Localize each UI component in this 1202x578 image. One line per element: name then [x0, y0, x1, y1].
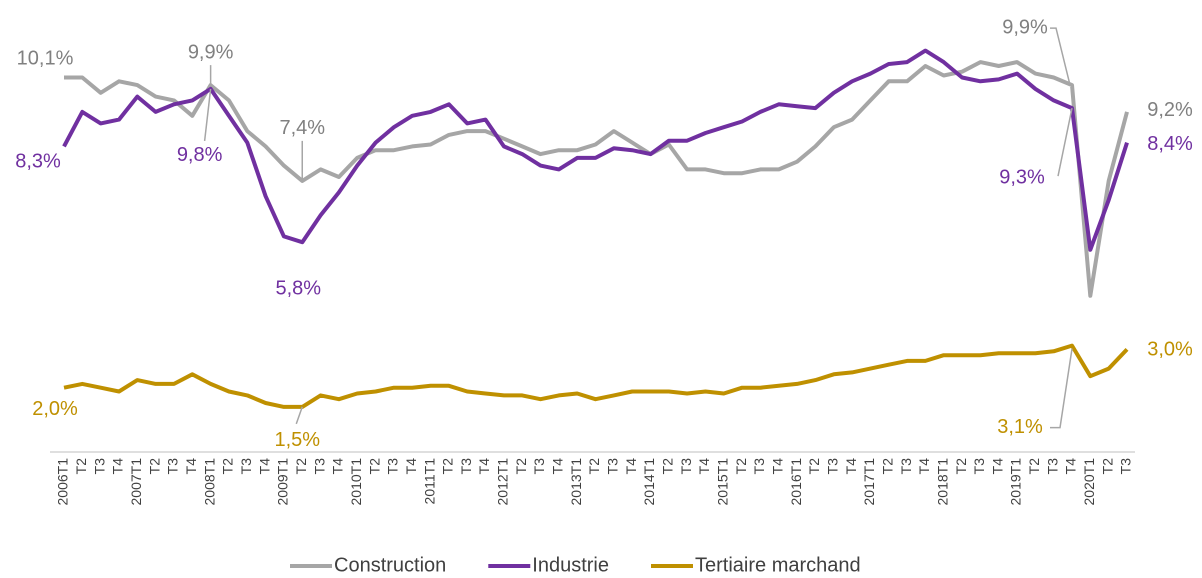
data-label: 7,4% — [279, 117, 325, 139]
x-tick-label: T4 — [623, 458, 639, 475]
x-tick-label: 2011T1 — [421, 458, 437, 505]
data-label: 8,4% — [1147, 133, 1193, 155]
x-tick-label: T4 — [550, 458, 566, 475]
x-tick-label: T2 — [293, 458, 309, 475]
x-tick-label: T2 — [440, 458, 456, 475]
data-label: 9,8% — [177, 144, 223, 166]
x-tick-label: T3 — [971, 458, 987, 475]
x-tick-label: T4 — [183, 458, 199, 475]
x-tick-label: T4 — [256, 458, 272, 475]
x-tick-label: T2 — [806, 458, 822, 475]
x-tick-label: T4 — [989, 458, 1005, 475]
x-tick-label: T4 — [110, 458, 126, 475]
x-tick-label: T2 — [73, 458, 89, 475]
x-tick-label: T4 — [769, 458, 785, 475]
data-label: 3,1% — [997, 416, 1043, 438]
x-tick-label: T4 — [696, 458, 712, 475]
x-tick-label: T4 — [403, 458, 419, 475]
x-tick-label: T3 — [91, 458, 107, 475]
x-tick-label: T3 — [678, 458, 694, 475]
x-tick-label: 2006T1 — [55, 458, 71, 506]
x-tick-label: T3 — [898, 458, 914, 475]
leader-line — [203, 88, 212, 142]
x-tick-label: 2019T1 — [1008, 458, 1024, 506]
x-tick-label: T4 — [916, 458, 932, 475]
x-tick-label: 2013T1 — [568, 458, 584, 506]
x-tick-label: 2016T1 — [788, 458, 804, 506]
data-label: 9,9% — [188, 41, 234, 63]
x-tick-label: T2 — [366, 458, 382, 475]
x-tick-label: T2 — [513, 458, 529, 475]
legend-label: Industrie — [532, 554, 609, 576]
x-tick-label: 2012T1 — [495, 458, 511, 506]
series-line — [64, 60, 1129, 298]
series-line — [62, 48, 1129, 252]
x-tick-label: 2017T1 — [861, 458, 877, 506]
x-tick-label: T3 — [238, 458, 254, 475]
leader-line — [1050, 348, 1073, 429]
x-tick-label: T2 — [146, 458, 162, 475]
x-tick-label: 2007T1 — [128, 458, 144, 506]
data-label: 5,8% — [275, 277, 321, 299]
x-tick-label: 2008T1 — [201, 458, 217, 506]
leader-line — [1050, 27, 1071, 86]
x-tick-label: T3 — [1118, 458, 1134, 475]
leader-line — [1057, 107, 1073, 177]
x-tick-label: 2020T1 — [1081, 458, 1097, 506]
data-label: 1,5% — [274, 429, 320, 451]
data-label: 8,3% — [15, 151, 61, 173]
x-tick-label: T4 — [1063, 458, 1079, 475]
x-tick-label: T2 — [220, 458, 236, 475]
x-tick-label: T2 — [953, 458, 969, 475]
x-tick-label: 2015T1 — [714, 458, 730, 506]
x-tick-label: 2009T1 — [275, 458, 291, 506]
data-label: 2,0% — [32, 398, 78, 420]
x-tick-label: 2018T1 — [934, 458, 950, 506]
x-tick-label: T3 — [1044, 458, 1060, 475]
data-label: 9,2% — [1147, 99, 1193, 121]
data-label: 3,0% — [1147, 339, 1193, 361]
data-label: 9,3% — [999, 166, 1045, 188]
x-tick-label: T4 — [843, 458, 859, 475]
x-tick-label: T2 — [879, 458, 895, 475]
x-tick-label: T3 — [751, 458, 767, 475]
x-tick-label: T2 — [1026, 458, 1042, 475]
x-tick-label: 2010T1 — [348, 458, 364, 506]
x-tick-label: T2 — [586, 458, 602, 475]
legend-label: Construction — [334, 554, 446, 576]
x-tick-label: T2 — [660, 458, 676, 475]
x-tick-label: T3 — [605, 458, 621, 475]
legend-label: Tertiaire marchand — [695, 554, 861, 576]
series-line — [63, 343, 1129, 409]
x-tick-label: T2 — [733, 458, 749, 475]
x-tick-label: T3 — [311, 458, 327, 475]
x-tick-label: T3 — [458, 458, 474, 475]
x-tick-label: T3 — [824, 458, 840, 475]
x-tick-label: T3 — [165, 458, 181, 475]
x-tick-label: T2 — [1099, 458, 1115, 475]
x-tick-label: T4 — [476, 458, 492, 475]
x-tick-label: T3 — [531, 458, 547, 475]
leader-line — [295, 406, 303, 425]
data-label: 9,9% — [1002, 16, 1048, 38]
x-tick-label: T3 — [385, 458, 401, 475]
x-tick-label: 2014T1 — [641, 458, 657, 506]
data-label: 10,1% — [17, 48, 74, 70]
x-tick-label: T4 — [330, 458, 346, 475]
